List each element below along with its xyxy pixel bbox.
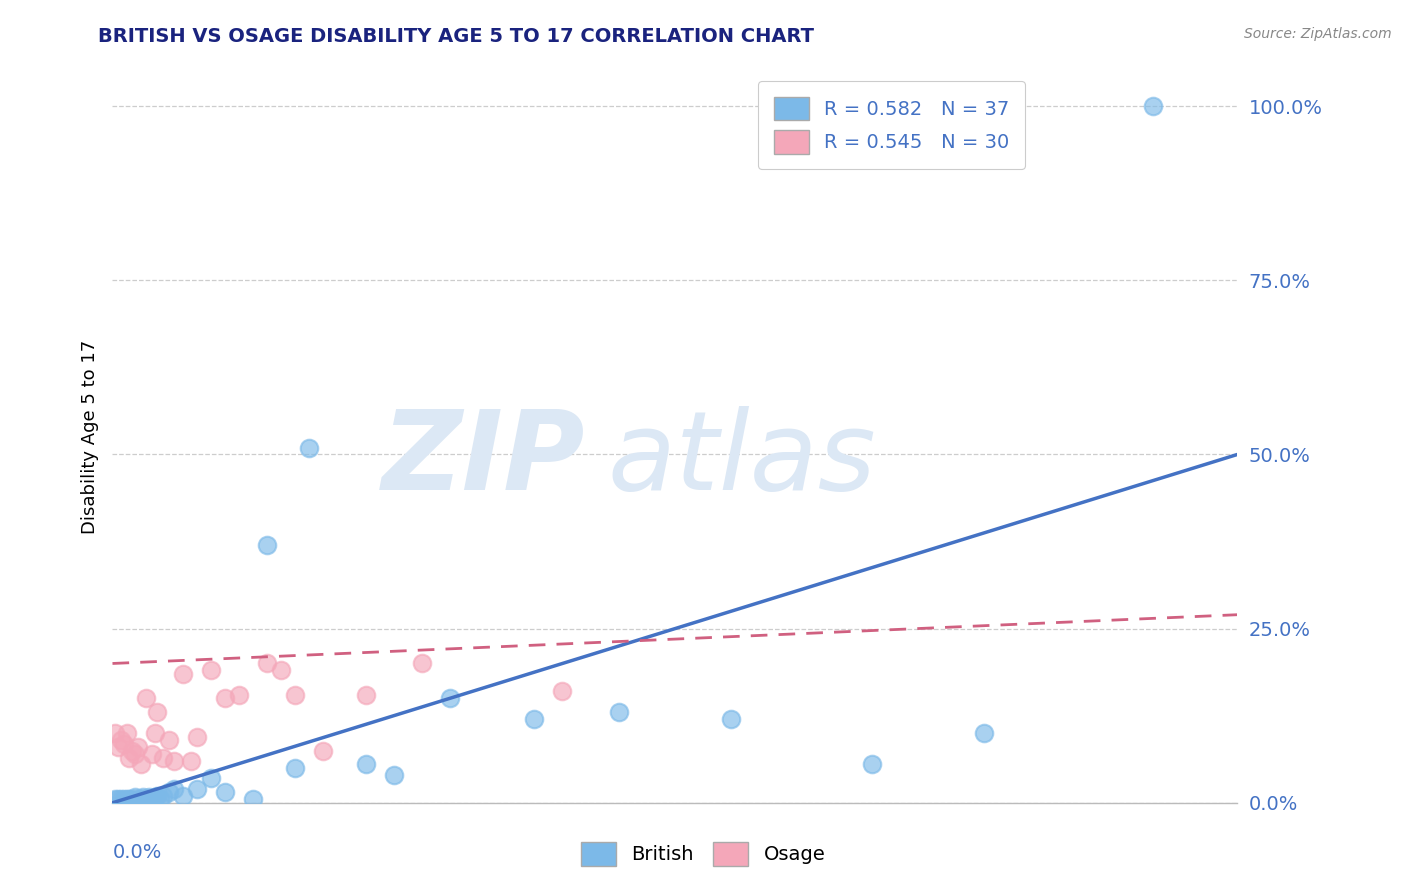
Point — [121, 743, 143, 757]
Point — [107, 740, 129, 755]
Point — [149, 792, 172, 806]
Point — [157, 733, 180, 747]
Text: BRITISH VS OSAGE DISABILITY AGE 5 TO 17 CORRELATION CHART: BRITISH VS OSAGE DISABILITY AGE 5 TO 17 … — [98, 27, 814, 45]
Point — [124, 747, 146, 761]
Point — [152, 789, 174, 803]
Point — [860, 757, 883, 772]
Point — [112, 737, 135, 751]
Point — [132, 790, 155, 805]
Legend: R = 0.582   N = 37, R = 0.545   N = 30: R = 0.582 N = 37, R = 0.545 N = 30 — [758, 81, 1025, 169]
Point — [270, 664, 292, 678]
Point — [186, 730, 208, 744]
Point — [121, 792, 143, 806]
Point — [256, 538, 278, 552]
Point — [172, 667, 194, 681]
Point — [439, 691, 461, 706]
Point — [115, 792, 138, 806]
Point — [354, 757, 377, 772]
Point — [104, 726, 127, 740]
Point — [354, 688, 377, 702]
Point — [180, 754, 202, 768]
Point — [284, 688, 307, 702]
Point — [107, 792, 129, 806]
Point — [523, 712, 546, 726]
Point — [214, 785, 236, 799]
Point — [1142, 99, 1164, 113]
Text: 0.0%: 0.0% — [112, 843, 162, 862]
Point — [135, 792, 157, 806]
Point — [172, 789, 194, 803]
Point — [242, 792, 264, 806]
Point — [146, 705, 169, 719]
Point — [973, 726, 995, 740]
Point — [200, 772, 222, 786]
Point — [141, 792, 163, 806]
Point — [118, 750, 141, 764]
Point — [110, 792, 132, 806]
Point — [284, 761, 307, 775]
Point — [124, 790, 146, 805]
Point — [163, 754, 186, 768]
Point — [127, 740, 149, 755]
Point — [129, 757, 152, 772]
Point — [551, 684, 574, 698]
Point — [607, 705, 630, 719]
Point — [143, 726, 166, 740]
Point — [214, 691, 236, 706]
Point — [118, 792, 141, 806]
Point — [115, 726, 138, 740]
Point — [127, 792, 149, 806]
Text: atlas: atlas — [607, 406, 876, 513]
Point — [312, 743, 335, 757]
Text: ZIP: ZIP — [381, 406, 585, 513]
Point — [141, 747, 163, 761]
Text: Source: ZipAtlas.com: Source: ZipAtlas.com — [1244, 27, 1392, 41]
Point — [298, 441, 321, 455]
Point — [138, 790, 160, 805]
Point — [256, 657, 278, 671]
Point — [110, 733, 132, 747]
Point — [135, 691, 157, 706]
Point — [157, 785, 180, 799]
Point — [720, 712, 742, 726]
Point — [411, 657, 433, 671]
Point — [104, 792, 127, 806]
Point — [186, 781, 208, 796]
Legend: British, Osage: British, Osage — [572, 834, 834, 873]
Point — [112, 792, 135, 806]
Point — [228, 688, 250, 702]
Point — [163, 781, 186, 796]
Point — [152, 750, 174, 764]
Point — [143, 790, 166, 805]
Point — [129, 792, 152, 806]
Point — [200, 664, 222, 678]
Point — [382, 768, 405, 782]
Point — [146, 789, 169, 803]
Y-axis label: Disability Age 5 to 17: Disability Age 5 to 17 — [80, 340, 98, 534]
